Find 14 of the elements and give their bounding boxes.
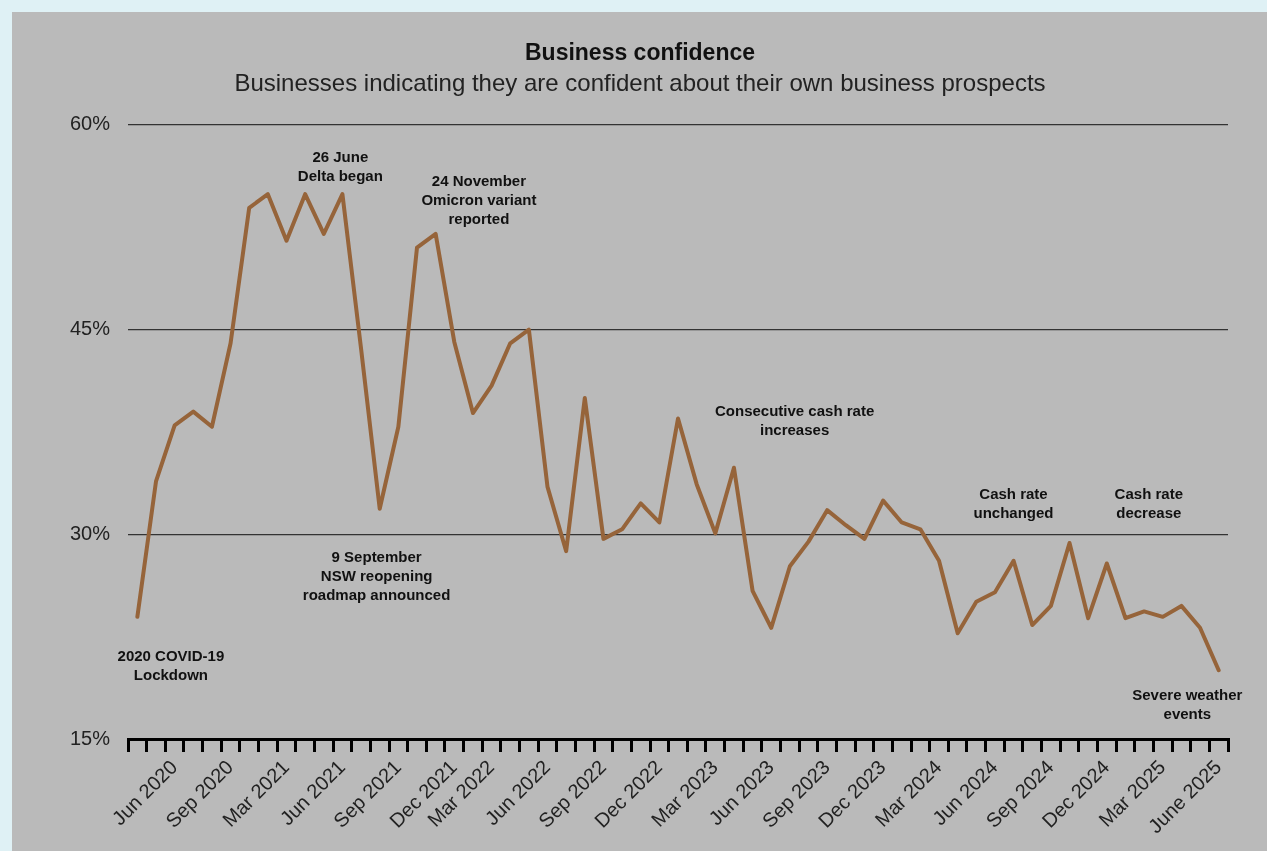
annotation: Severe weather events [1132,686,1243,723]
annotation: 9 September NSW reopening roadmap announced [302,547,451,603]
chart-subtitle: Businesses indicating they are confident about their own business prospects [234,68,1046,96]
chart-title: Business confidence [524,39,756,66]
annotation: 24 November Omicron variant reported [421,171,537,227]
y-tick-label: 60% [70,111,111,134]
y-tick-label: 45% [70,317,111,340]
y-tick-label: 15% [70,727,111,750]
annotation: Cash rate unchanged [973,485,1054,522]
annotation: Cash rate decrease [1114,485,1183,522]
annotation: Consecutive cash rate increases [714,401,875,438]
annotation: 26 June Delta began [297,148,383,185]
y-tick-label: 30% [70,522,111,545]
annotation: 2020 COVID-19 Lockdown [117,646,225,683]
